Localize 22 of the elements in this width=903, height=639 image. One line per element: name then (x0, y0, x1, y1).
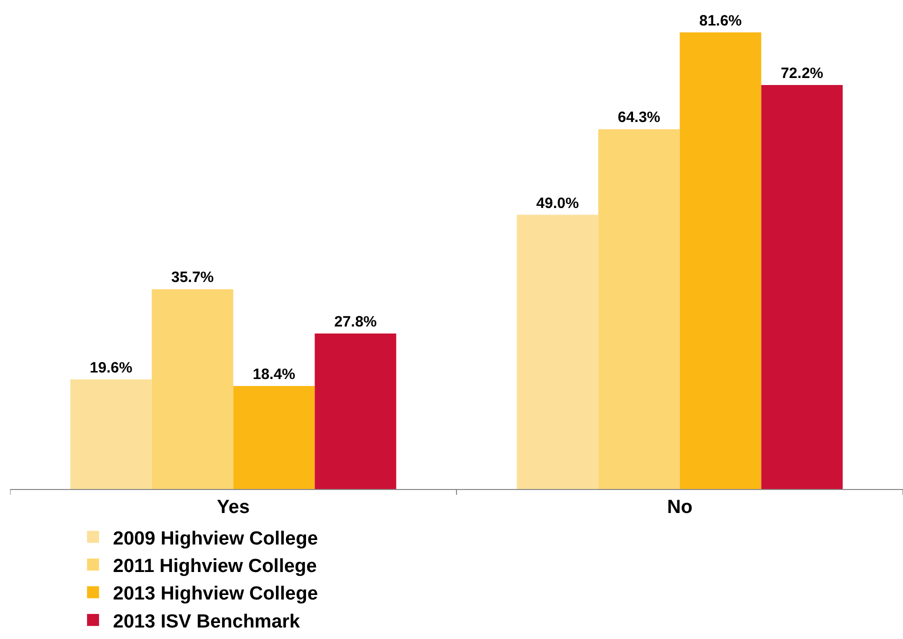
bar (314, 333, 396, 489)
bar (761, 85, 843, 489)
legend-label: 2011 Highview College (113, 556, 317, 577)
legend-label: 2013 Highview College (113, 584, 318, 605)
data-label: 49.0% (536, 194, 579, 212)
legend-label: 2013 ISV Benchmark (113, 611, 300, 632)
bar (70, 379, 152, 489)
data-label: 35.7% (171, 269, 214, 286)
bar (680, 32, 762, 489)
x-tick-label: Yes (216, 496, 250, 518)
data-label: 19.6% (90, 359, 132, 376)
bar (598, 129, 680, 489)
data-label: 64.3% (618, 109, 660, 126)
x-tick-label: No (667, 496, 692, 518)
bar (152, 289, 234, 489)
data-label: 72.2% (780, 65, 824, 82)
bar (233, 386, 315, 489)
data-label: 81.6% (699, 12, 742, 30)
bar (516, 214, 598, 489)
legend-label: 2009 Highview College (113, 528, 318, 550)
data-label: 18.4% (252, 366, 296, 384)
data-label: 27.8% (334, 313, 377, 330)
